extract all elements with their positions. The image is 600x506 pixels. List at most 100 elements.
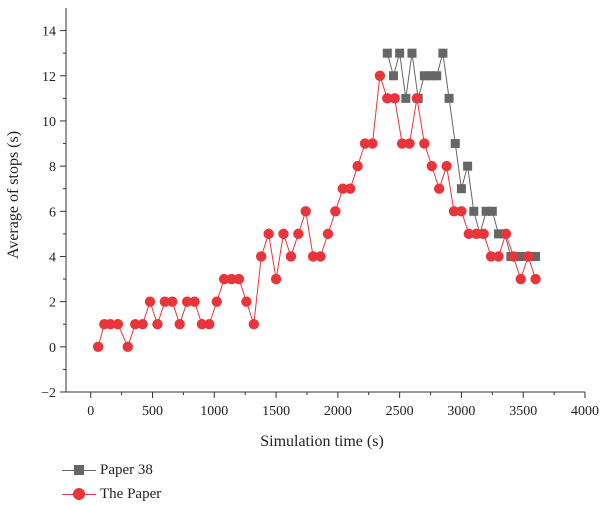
data-point-the-paper bbox=[352, 160, 363, 172]
data-point-the-paper bbox=[359, 138, 371, 149]
legend-swatch-square-icon bbox=[62, 463, 96, 477]
legend-item-paper-38: Paper 38 bbox=[62, 458, 161, 482]
data-point-the-paper bbox=[404, 138, 415, 149]
x-axis-title: Simulation time (s) bbox=[260, 433, 384, 450]
data-point-the-paper bbox=[530, 273, 541, 285]
data-point-the-paper bbox=[233, 273, 245, 285]
y-tick-label: 14 bbox=[42, 25, 56, 40]
data-point-the-paper bbox=[374, 70, 386, 81]
data-point-paper-38 bbox=[456, 184, 466, 194]
y-tick-label: 2 bbox=[49, 296, 56, 311]
data-point-paper-38 bbox=[469, 206, 479, 216]
data-point-the-paper bbox=[226, 273, 237, 285]
data-point-the-paper bbox=[389, 93, 400, 104]
axes-group: 0 500 1000 1500 2000 2500 3000 3500 4000 −2 0 2 4 6 8 1… bbox=[41, 8, 599, 419]
data-point-paper-38 bbox=[419, 71, 429, 81]
data-point-paper-38 bbox=[450, 139, 460, 149]
data-point-paper-38 bbox=[531, 251, 541, 261]
data-point-the-paper bbox=[500, 228, 512, 240]
legend-swatch-circle-icon bbox=[62, 487, 96, 501]
data-point-the-paper bbox=[471, 228, 482, 240]
data-point-the-paper bbox=[105, 319, 116, 330]
data-point-the-paper bbox=[270, 273, 282, 285]
data-point-paper-38 bbox=[481, 206, 491, 216]
data-point-the-paper bbox=[144, 296, 156, 307]
data-point-the-paper bbox=[522, 251, 534, 262]
data-point-the-paper bbox=[196, 319, 208, 330]
data-point-the-paper bbox=[433, 183, 445, 194]
data-point-the-paper bbox=[293, 228, 304, 240]
data-point-the-paper bbox=[278, 228, 289, 240]
data-point-the-paper bbox=[508, 251, 519, 262]
data-point-the-paper bbox=[411, 93, 423, 104]
series-line-paper-38 bbox=[386, 53, 536, 257]
data-point-the-paper bbox=[315, 251, 326, 262]
data-point-paper-38 bbox=[388, 71, 398, 81]
data-point-the-paper bbox=[218, 273, 230, 285]
data-point-paper-38 bbox=[438, 48, 448, 58]
data-point-the-paper bbox=[181, 296, 193, 307]
x-tick-label: 2500 bbox=[386, 404, 414, 419]
data-point-paper-38 bbox=[401, 93, 411, 103]
y-tick-label: 8 bbox=[49, 160, 56, 175]
data-point-the-paper bbox=[367, 138, 378, 149]
data-point-the-paper bbox=[396, 138, 408, 149]
x-tick-label: 3000 bbox=[447, 404, 475, 419]
data-point-the-paper bbox=[307, 251, 319, 262]
data-point-the-paper bbox=[263, 228, 274, 240]
data-point-the-paper bbox=[337, 183, 348, 194]
data-point-the-paper bbox=[478, 228, 489, 240]
data-point-the-paper bbox=[493, 251, 504, 262]
data-point-the-paper bbox=[515, 273, 526, 285]
data-point-the-paper bbox=[174, 319, 185, 330]
data-point-paper-38 bbox=[444, 93, 454, 103]
legend: Paper 38 The Paper bbox=[62, 458, 161, 506]
y-tick-label: 10 bbox=[42, 115, 56, 130]
data-point-the-paper bbox=[122, 341, 133, 353]
data-point-the-paper bbox=[285, 251, 297, 262]
legend-item-the-paper: The Paper bbox=[62, 482, 161, 506]
data-point-the-paper bbox=[426, 160, 437, 172]
data-point-the-paper bbox=[322, 228, 334, 240]
data-point-the-paper bbox=[419, 138, 430, 149]
data-point-the-paper bbox=[241, 296, 252, 307]
y-tick-label: 12 bbox=[42, 70, 56, 85]
series-group bbox=[92, 48, 541, 353]
data-point-the-paper bbox=[137, 319, 148, 330]
data-point-the-paper bbox=[463, 228, 475, 240]
x-tick-label: 1500 bbox=[262, 404, 290, 419]
data-point-the-paper bbox=[211, 296, 222, 307]
y-axis-title: Average of stops (s) bbox=[5, 131, 22, 259]
data-point-paper-38 bbox=[382, 48, 392, 58]
data-point-the-paper bbox=[248, 319, 260, 330]
data-point-the-paper bbox=[256, 251, 267, 262]
data-point-the-paper bbox=[167, 296, 178, 307]
x-tick-label: 500 bbox=[142, 404, 163, 419]
data-point-the-paper bbox=[112, 319, 124, 330]
data-point-the-paper bbox=[448, 206, 460, 217]
x-tick-label: 4000 bbox=[571, 404, 599, 419]
x-tick-label: 0 bbox=[87, 404, 94, 419]
y-tick-label: −2 bbox=[41, 386, 56, 401]
data-point-paper-38 bbox=[407, 48, 417, 58]
data-point-the-paper bbox=[382, 93, 393, 104]
legend-label-paper-38: Paper 38 bbox=[100, 461, 153, 478]
data-point-the-paper bbox=[456, 206, 467, 217]
x-tick-label: 3500 bbox=[509, 404, 537, 419]
data-point-paper-38 bbox=[487, 206, 497, 216]
data-point-the-paper bbox=[300, 206, 311, 217]
y-tick-label: 4 bbox=[49, 250, 56, 265]
data-point-the-paper bbox=[345, 183, 356, 194]
data-point-paper-38 bbox=[395, 48, 405, 58]
data-point-the-paper bbox=[159, 296, 171, 307]
data-point-the-paper bbox=[92, 341, 104, 353]
data-point-paper-38 bbox=[463, 161, 473, 171]
data-point-paper-38 bbox=[432, 71, 442, 81]
data-point-the-paper bbox=[441, 160, 452, 172]
data-point-the-paper bbox=[152, 319, 163, 330]
y-tick-label: 0 bbox=[49, 341, 56, 356]
x-tick-label: 2000 bbox=[324, 404, 352, 419]
y-tick-label: 6 bbox=[49, 205, 56, 220]
legend-label-the-paper: The Paper bbox=[100, 485, 162, 502]
